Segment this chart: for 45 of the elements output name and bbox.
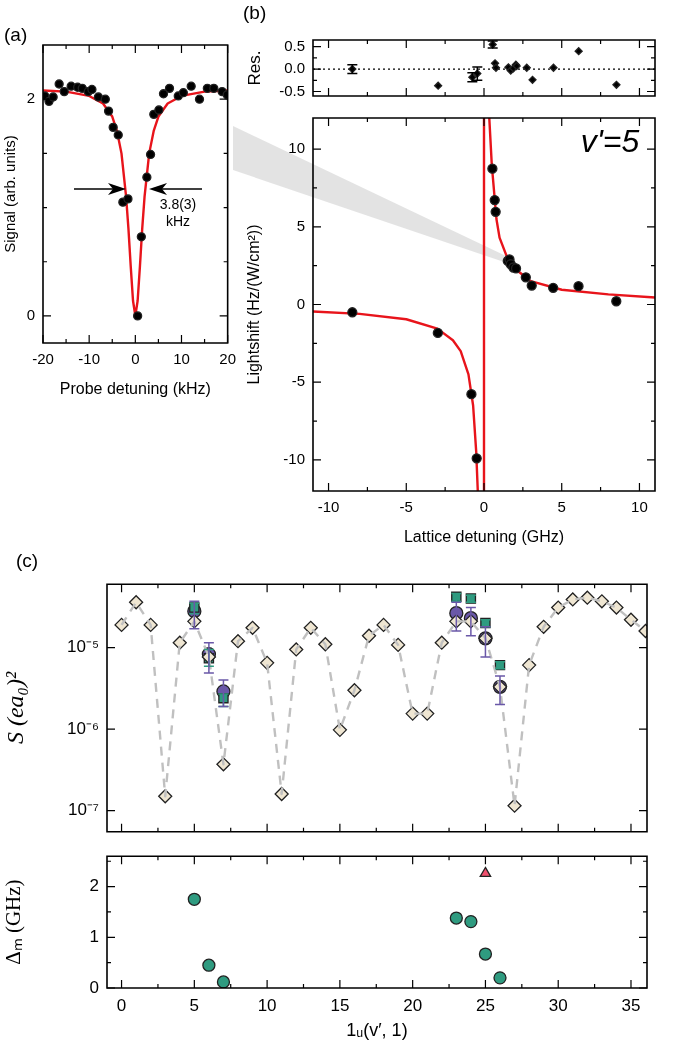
y-tick-label: -10 [283, 450, 305, 468]
y-tick-label: -5 [291, 372, 305, 390]
x-tick-label: 30 [548, 995, 568, 1015]
annotation: 3.8(3) kHz [158, 196, 198, 230]
y-axis-title: Res. [244, 50, 264, 86]
y-axis-title: Δₘ (GHz) [1, 879, 26, 965]
x-tick-label: 10 [257, 995, 277, 1015]
x-tick-label: 5 [189, 995, 200, 1015]
y-axis-title: Signal (arb. units) [1, 135, 19, 253]
x-axis-title: Probe detuning (kHz) [59, 379, 211, 397]
chart-title: (b) [243, 2, 267, 24]
y-tick-label: 0.0 [284, 59, 305, 77]
x-tick-label: 5 [557, 498, 566, 516]
x-tick-label: 0 [479, 498, 489, 516]
x-tick-label: 10 [631, 498, 648, 516]
x-tick-label: 15 [330, 995, 350, 1015]
y-tick-label: 10⁻⁶ [67, 718, 99, 738]
x-axis-title: 1ᵤ(v′, 1) [346, 1020, 408, 1041]
y-tick-label: 1 [89, 927, 99, 946]
chart-title: (c) [16, 550, 39, 572]
x-tick-label: 20 [219, 350, 236, 368]
y-tick-label: 10 [288, 139, 305, 157]
y-tick-label: -0.5 [279, 81, 305, 99]
y-axis-title: Lightshift (Hz/(W/cm²)) [245, 224, 263, 385]
y-tick-label: 10⁻⁵ [67, 637, 99, 657]
x-tick-label: 10 [173, 350, 190, 368]
y-axis-title: S (ea₀)² [1, 671, 28, 745]
y-tick-label: 0.5 [284, 36, 305, 54]
y-tick-label: 10⁻⁷ [67, 800, 99, 820]
x-tick-label: 25 [475, 995, 495, 1015]
annotation: v'=5 [579, 122, 641, 161]
x-tick-label: -10 [317, 498, 340, 516]
y-tick-label: 0 [296, 294, 305, 312]
y-tick-label: 2 [89, 876, 99, 896]
x-tick-label: 20 [403, 995, 423, 1015]
x-tick-label: -5 [399, 498, 413, 516]
x-tick-label: 35 [621, 995, 641, 1015]
y-tick-label: 2 [26, 89, 35, 107]
x-tick-label: 0 [131, 350, 140, 368]
y-tick-label: 5 [296, 216, 305, 234]
chart-title: (a) [4, 24, 28, 46]
x-tick-label: 0 [116, 995, 127, 1015]
y-tick-label: 0 [89, 977, 99, 997]
x-tick-label: -20 [32, 350, 54, 368]
x-axis-title: Lattice detuning (GHz) [403, 527, 565, 545]
